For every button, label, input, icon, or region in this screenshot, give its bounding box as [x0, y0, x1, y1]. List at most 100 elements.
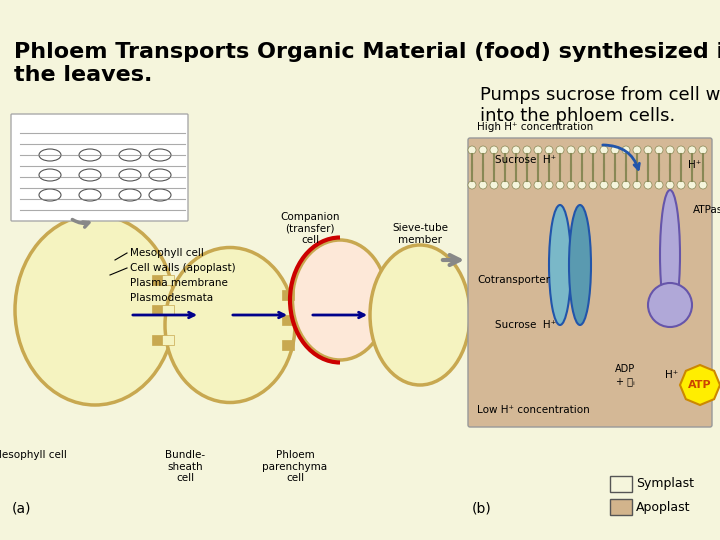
Circle shape — [611, 181, 619, 189]
Bar — [162, 335, 174, 345]
Text: Cell walls (apoplast): Cell walls (apoplast) — [130, 263, 235, 273]
Text: H⁺: H⁺ — [665, 370, 678, 380]
Bar — [610, 499, 632, 515]
Ellipse shape — [79, 189, 101, 201]
Text: Mesophyll cell: Mesophyll cell — [130, 248, 204, 258]
Text: Sieve-tube
member: Sieve-tube member — [392, 224, 448, 245]
Circle shape — [644, 181, 652, 189]
Circle shape — [622, 146, 630, 154]
Circle shape — [648, 283, 692, 327]
Circle shape — [644, 146, 652, 154]
Circle shape — [589, 146, 597, 154]
Text: Bundle-
sheath
cell: Bundle- sheath cell — [165, 450, 205, 483]
Ellipse shape — [119, 149, 141, 161]
Text: Sucrose  H⁺: Sucrose H⁺ — [495, 155, 556, 165]
Circle shape — [490, 181, 498, 189]
Circle shape — [490, 146, 498, 154]
Ellipse shape — [119, 189, 141, 201]
Text: Apoplast: Apoplast — [636, 501, 690, 514]
Text: ADP
+ ⓟᵢ: ADP + ⓟᵢ — [615, 364, 635, 386]
Circle shape — [622, 181, 630, 189]
Circle shape — [545, 181, 553, 189]
Circle shape — [523, 181, 531, 189]
Circle shape — [468, 181, 476, 189]
Ellipse shape — [79, 169, 101, 181]
Circle shape — [479, 146, 487, 154]
Circle shape — [633, 146, 641, 154]
FancyBboxPatch shape — [11, 114, 188, 221]
Ellipse shape — [39, 149, 61, 161]
Ellipse shape — [292, 240, 387, 360]
Ellipse shape — [15, 215, 175, 405]
Circle shape — [655, 146, 663, 154]
Bar — [610, 476, 632, 492]
Circle shape — [655, 181, 663, 189]
Circle shape — [512, 146, 520, 154]
Text: Symplast: Symplast — [636, 477, 694, 490]
Circle shape — [545, 146, 553, 154]
Circle shape — [699, 181, 707, 189]
Bar — [162, 305, 174, 315]
Circle shape — [699, 146, 707, 154]
Text: ATPase: ATPase — [693, 205, 720, 215]
Circle shape — [512, 181, 520, 189]
Ellipse shape — [149, 189, 171, 201]
Circle shape — [567, 146, 575, 154]
Text: Mesophyll cell: Mesophyll cell — [0, 450, 67, 460]
Circle shape — [468, 146, 476, 154]
Text: Plasma membrane: Plasma membrane — [130, 278, 228, 288]
Circle shape — [600, 146, 608, 154]
Circle shape — [501, 181, 509, 189]
Ellipse shape — [549, 205, 571, 325]
Ellipse shape — [569, 205, 591, 325]
Text: Companion
(transfer)
cell: Companion (transfer) cell — [280, 212, 340, 245]
Text: (a): (a) — [12, 501, 32, 515]
Text: Phloem Transports Organic Material (food) synthesized in
the leaves.: Phloem Transports Organic Material (food… — [14, 42, 720, 85]
Circle shape — [688, 181, 696, 189]
Text: Pumps sucrose from cell walls
into the phloem cells.: Pumps sucrose from cell walls into the p… — [480, 86, 720, 125]
Text: (b): (b) — [472, 501, 492, 515]
Circle shape — [534, 181, 542, 189]
FancyBboxPatch shape — [468, 138, 712, 427]
Circle shape — [578, 181, 586, 189]
Text: Sucrose  H⁺: Sucrose H⁺ — [495, 320, 556, 330]
Bar — [152, 335, 164, 345]
Text: Phloem
parenchyma
cell: Phloem parenchyma cell — [262, 450, 328, 483]
Bar — [282, 340, 294, 350]
Circle shape — [556, 146, 564, 154]
Circle shape — [578, 146, 586, 154]
Circle shape — [523, 146, 531, 154]
Ellipse shape — [79, 149, 101, 161]
Ellipse shape — [39, 169, 61, 181]
Ellipse shape — [660, 190, 680, 320]
Circle shape — [556, 181, 564, 189]
Circle shape — [534, 146, 542, 154]
Circle shape — [479, 181, 487, 189]
Circle shape — [611, 146, 619, 154]
Bar — [152, 305, 164, 315]
Text: H⁺: H⁺ — [688, 160, 701, 170]
Ellipse shape — [149, 149, 171, 161]
Ellipse shape — [39, 189, 61, 201]
Circle shape — [677, 146, 685, 154]
Circle shape — [567, 181, 575, 189]
Circle shape — [589, 181, 597, 189]
Text: Cotransporter: Cotransporter — [477, 275, 550, 285]
Circle shape — [666, 146, 674, 154]
Bar — [162, 275, 174, 285]
Circle shape — [633, 181, 641, 189]
Text: High H⁺ concentration: High H⁺ concentration — [477, 122, 593, 132]
Bar — [282, 290, 294, 300]
Ellipse shape — [119, 169, 141, 181]
Ellipse shape — [370, 245, 470, 385]
Ellipse shape — [149, 169, 171, 181]
Circle shape — [677, 181, 685, 189]
Text: Low H⁺ concentration: Low H⁺ concentration — [477, 405, 590, 415]
Text: ATP: ATP — [688, 380, 712, 390]
Bar — [152, 275, 164, 285]
Circle shape — [688, 146, 696, 154]
Circle shape — [501, 146, 509, 154]
Bar — [282, 315, 294, 325]
Ellipse shape — [165, 247, 295, 402]
Text: Plasmodesmata: Plasmodesmata — [130, 293, 213, 303]
